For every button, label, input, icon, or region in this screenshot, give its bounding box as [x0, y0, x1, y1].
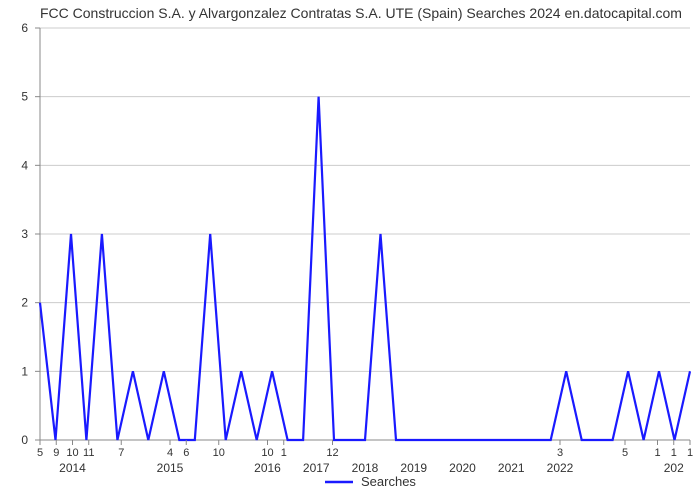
x-year-label: 2021 [498, 461, 525, 475]
x-year-label: 2014 [59, 461, 86, 475]
x-tick-label: 1 [654, 447, 660, 459]
x-tick-label: 1 [281, 447, 287, 459]
x-tick-label: 6 [183, 447, 189, 459]
y-tick-label: 0 [21, 433, 28, 447]
x-tick-label: 4 [167, 447, 173, 459]
x-tick-label: 9 [53, 447, 59, 459]
x-tick-label: 11 [83, 447, 94, 459]
x-tick-label: 10 [66, 447, 78, 459]
x-year-label: 202 [664, 461, 684, 475]
x-tick-label: 10 [213, 447, 225, 459]
x-tick-label: 5 [37, 447, 43, 459]
y-tick-label: 3 [21, 227, 28, 241]
x-tick-label: 10 [261, 447, 273, 459]
x-tick-label: 12 [326, 447, 338, 459]
x-year-label: 2020 [449, 461, 476, 475]
x-year-label: 2019 [400, 461, 427, 475]
x-tick-label: 5 [622, 447, 628, 459]
y-tick-label: 6 [21, 21, 28, 35]
x-year-label: 2015 [157, 461, 184, 475]
x-year-label: 2018 [352, 461, 379, 475]
data-line [40, 97, 690, 440]
y-tick-label: 5 [21, 90, 28, 104]
y-tick-label: 1 [21, 364, 28, 378]
chart-title: FCC Construccion S.A. y Alvargonzalez Co… [40, 5, 682, 21]
x-tick-label: 3 [557, 447, 563, 459]
x-tick-label: 1 [671, 447, 677, 459]
x-tick-label: 7 [118, 447, 124, 459]
x-tick-label: 1 [687, 447, 693, 459]
y-tick-label: 4 [21, 158, 28, 172]
x-year-label: 2017 [303, 461, 330, 475]
legend-label: Searches [361, 474, 416, 489]
searches-line-chart: FCC Construccion S.A. y Alvargonzalez Co… [0, 0, 700, 500]
x-year-label: 2016 [254, 461, 281, 475]
y-tick-label: 2 [21, 296, 28, 310]
x-year-label: 2022 [547, 461, 574, 475]
